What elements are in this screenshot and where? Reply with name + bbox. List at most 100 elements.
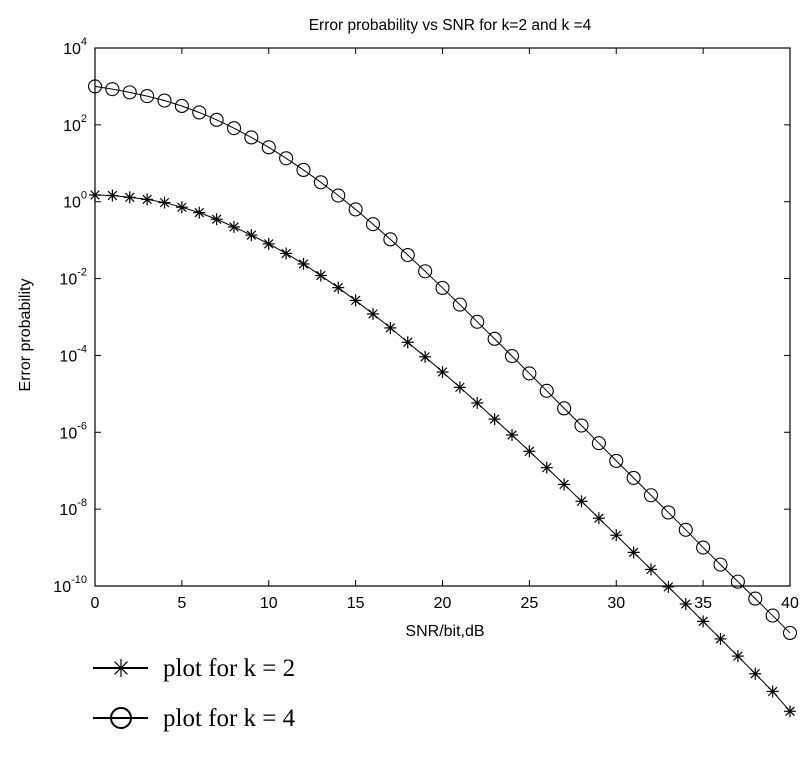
y-tick-base: 10 xyxy=(59,502,77,519)
y-tick-exponent: 0 xyxy=(81,190,87,202)
data-point xyxy=(384,321,397,334)
data-point xyxy=(748,591,763,606)
y-tick-base: 10 xyxy=(63,118,81,135)
data-point xyxy=(209,112,224,127)
y-tick-exponent: -8 xyxy=(77,497,87,509)
y-tick-base: 10 xyxy=(59,272,77,289)
data-point xyxy=(488,413,501,426)
y-tick-exponent: -10 xyxy=(71,574,87,586)
chart-title: Error probability vs SNR for k=2 and k =… xyxy=(309,17,592,34)
data-point xyxy=(106,189,119,202)
data-point xyxy=(557,401,572,416)
data-point xyxy=(244,130,259,145)
data-point xyxy=(713,557,728,572)
data-point xyxy=(504,349,520,364)
plot-frame xyxy=(94,47,791,587)
data-point xyxy=(261,140,276,155)
y-tick-exponent: -6 xyxy=(77,420,87,432)
y-tick-exponent: 4 xyxy=(81,36,87,48)
data-point xyxy=(122,85,137,100)
data-point xyxy=(158,196,171,209)
legend-label: plot for k = 4 xyxy=(163,705,296,732)
data-point xyxy=(539,383,554,398)
data-point xyxy=(401,336,414,349)
x-tick-label: 15 xyxy=(347,595,365,612)
legend-circle-marker xyxy=(110,707,132,729)
data-point xyxy=(574,418,589,433)
data-point xyxy=(696,540,711,555)
data-point xyxy=(419,350,432,363)
data-point xyxy=(262,237,275,250)
legend: plot for k = 2 plot for k = 4 xyxy=(93,655,296,732)
data-point xyxy=(714,632,727,645)
data-point xyxy=(365,217,381,232)
y-tick-label: 10-4 xyxy=(59,343,87,365)
data-point xyxy=(332,281,345,294)
data-point xyxy=(731,650,744,663)
data-point xyxy=(418,264,433,279)
y-tick-base: 10 xyxy=(63,195,81,212)
data-point xyxy=(297,257,310,270)
legend-item-k4: plot for k = 4 xyxy=(93,705,296,732)
x-tick-label: 20 xyxy=(434,595,452,612)
data-point xyxy=(626,470,641,485)
data-point xyxy=(175,201,188,214)
y-tick-label: 104 xyxy=(63,36,87,58)
data-point xyxy=(313,175,328,190)
data-point xyxy=(157,93,172,108)
data-point xyxy=(314,269,327,282)
data-point xyxy=(331,188,346,203)
data-point xyxy=(174,98,189,114)
y-tick-exponent: 2 xyxy=(81,113,87,125)
x-tick-label: 5 xyxy=(177,595,186,612)
y-tick-label: 102 xyxy=(63,113,87,135)
legend-item-k2: plot for k = 2 xyxy=(93,655,295,682)
data-point xyxy=(643,488,659,503)
y-tick-base: 10 xyxy=(59,425,77,442)
y-tick-label: 100 xyxy=(63,190,87,212)
y-tick-label: 10-6 xyxy=(59,420,87,442)
x-tick-label: 25 xyxy=(520,595,538,612)
data-point xyxy=(367,307,379,320)
data-point xyxy=(452,297,467,312)
x-axis-label: SNR/bit,dB xyxy=(405,623,484,640)
data-point xyxy=(279,151,294,166)
data-point xyxy=(610,529,623,542)
y-axis-label: Error probability xyxy=(17,279,34,392)
data-point xyxy=(645,563,657,576)
data-point xyxy=(435,280,450,296)
data-point xyxy=(89,188,101,201)
data-point xyxy=(349,294,362,307)
data-point xyxy=(226,121,242,136)
series-k4 xyxy=(87,79,798,641)
x-tick-label: 0 xyxy=(91,595,100,612)
data-point xyxy=(784,705,796,718)
legend-label: plot for k = 2 xyxy=(163,655,295,682)
data-point xyxy=(193,206,206,219)
data-point xyxy=(678,522,693,537)
data-point xyxy=(592,512,605,525)
data-point xyxy=(765,608,780,623)
x-tick-label: 40 xyxy=(781,595,799,612)
data-point xyxy=(575,495,588,508)
data-point xyxy=(296,162,311,178)
y-tick-label: 10-8 xyxy=(59,497,87,519)
data-point xyxy=(662,580,675,593)
x-tick-label: 10 xyxy=(260,595,278,612)
series-k2 xyxy=(89,188,796,718)
data-point xyxy=(245,229,258,242)
data-point xyxy=(661,505,676,520)
data-point xyxy=(87,79,103,94)
data-point xyxy=(228,220,240,233)
data-point xyxy=(487,331,502,346)
data-point xyxy=(348,202,363,217)
data-point xyxy=(506,428,518,441)
data-point xyxy=(558,478,571,491)
data-point xyxy=(192,105,207,120)
y-tick-base: 10 xyxy=(53,579,71,596)
data-point xyxy=(679,598,692,611)
data-point xyxy=(436,366,449,379)
series-line xyxy=(94,85,791,634)
y-tick-label: 10-10 xyxy=(53,574,87,596)
y-tick-exponent: -2 xyxy=(77,267,87,279)
